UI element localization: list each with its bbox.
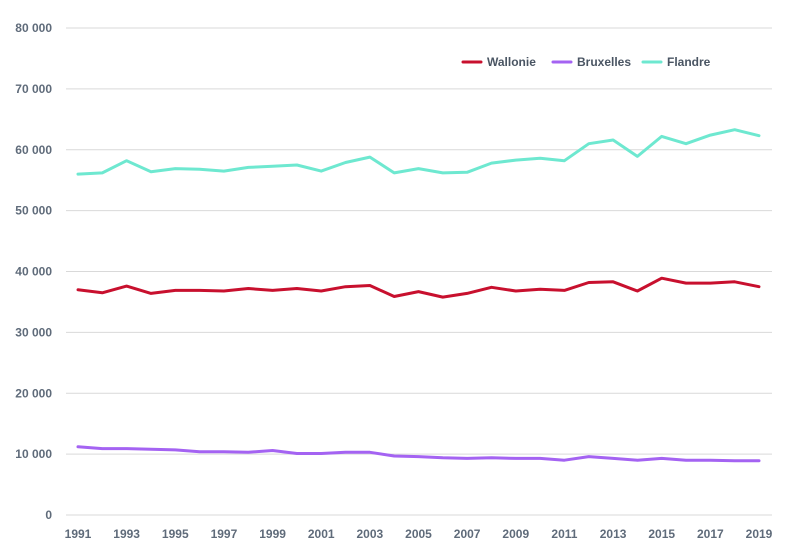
legend: Wallonie Bruxelles Flandre: [461, 55, 711, 69]
y-tick-label: 70 000: [15, 82, 52, 96]
x-tick-label: 2005: [405, 527, 432, 541]
y-tick-label: 0: [45, 508, 52, 522]
x-tick-label: 2011: [551, 527, 577, 541]
x-axis-ticks: 1991 1993 1995 1997 1999 2001 2003 2005 2007 2009…: [65, 527, 773, 541]
legend-label: Bruxelles: [577, 55, 631, 69]
x-tick-label: 1991: [65, 527, 92, 541]
x-tick-label: 2003: [357, 527, 384, 541]
gridlines: [66, 27, 772, 516]
series-line-bruxelles: [76, 445, 761, 463]
legend-label: Wallonie: [487, 55, 536, 69]
x-tick-label: 2009: [502, 527, 529, 541]
x-tick-label: 2001: [308, 527, 335, 541]
legend-label: Flandre: [667, 55, 711, 69]
x-tick-label: 1993: [113, 527, 140, 541]
x-tick-label: 1995: [162, 527, 189, 541]
series-line-wallonie: [76, 276, 761, 299]
x-tick-label: 1999: [259, 527, 286, 541]
y-tick-label: 20 000: [15, 386, 52, 400]
y-axis-ticks: 0 10 000 20 000 30 000 40 000 50 000 60 000 70 …: [15, 21, 52, 522]
x-tick-label: 2015: [648, 527, 675, 541]
x-tick-label: 1997: [211, 527, 238, 541]
x-tick-label: 2007: [454, 527, 481, 541]
x-tick-label: 2017: [697, 527, 724, 541]
y-tick-label: 80 000: [15, 21, 52, 35]
y-tick-label: 40 000: [15, 265, 52, 279]
y-tick-label: 10 000: [15, 447, 52, 461]
series-line-flandre: [76, 128, 761, 176]
x-tick-label: 2019: [746, 527, 773, 541]
x-tick-label: 2013: [600, 527, 627, 541]
series-lines: [76, 128, 761, 463]
y-tick-label: 50 000: [15, 204, 52, 218]
y-tick-label: 30 000: [15, 325, 52, 339]
y-tick-label: 60 000: [15, 143, 52, 157]
